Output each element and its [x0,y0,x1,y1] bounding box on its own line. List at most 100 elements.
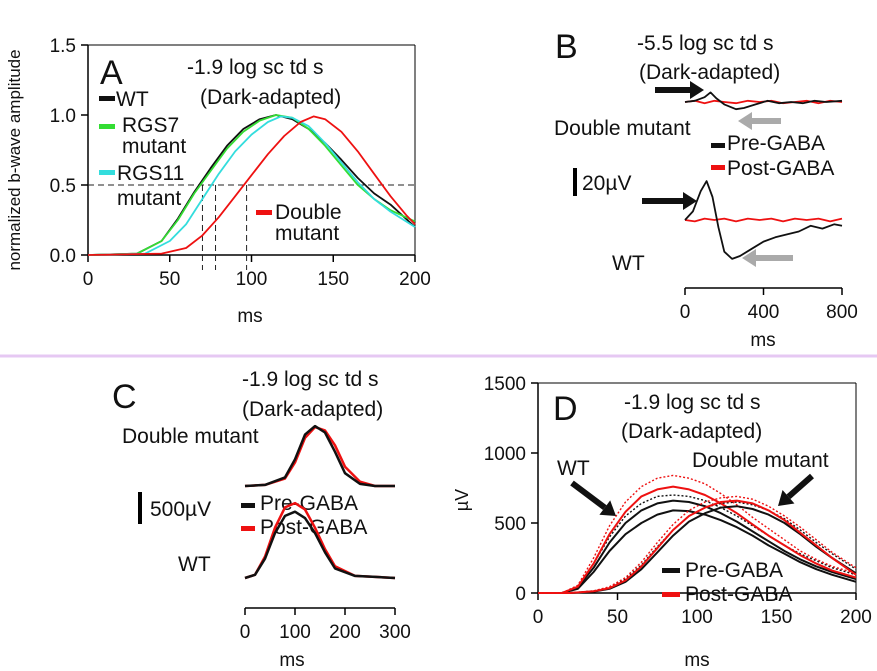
panel-b-trace [684,217,843,223]
panel-c-x-tick-label: 300 [379,622,411,643]
panel-b-trace [684,91,843,111]
panel-b-arrow-gray-upper-head [738,112,752,130]
panel-d-series-line [538,499,857,594]
panel-a-title-line1: -1.9 log sc td s [187,56,324,79]
panel-c-legend-swatch-pre [241,503,255,508]
panel-c-double-label: Double mutant [122,425,259,448]
panel-a-y-tick-label: 1.5 [50,36,76,57]
panel-b-arrows [642,81,793,267]
panel-b-arrow-black-lower-head [683,192,697,210]
panel-a: normalized b-wave amplitude 0 50 100 150 200… [5,36,431,327]
panel-b-lines [684,91,843,260]
panel-d-ylabel: µV [452,489,472,511]
panel-b-x-tick-label: 0 [680,302,691,323]
panel-a-ticks: 0 50 100 150 200 0.0 0.5 1.0 1.5 [50,36,431,290]
panel-d-lines [538,474,857,594]
legend-swatch-double [256,210,272,215]
panel-c-ticks: 0 100 200 300 [240,608,411,643]
panel-c-letter: C [112,378,137,416]
panel-c-xlabel: ms [279,650,304,671]
panel-c-legend-pre: Pre-GABA [260,492,358,515]
panel-c-title-line1: -1.9 log sc td s [242,368,379,391]
panel-d-xlabel: ms [684,650,709,671]
panel-d-series-line [538,485,857,594]
panel-c-trace [244,424,395,488]
panel-a-series-line [87,115,416,256]
panel-d-y-tick-label: 1500 [484,374,526,395]
legend-label-rgs11-line1: RGS11 [117,162,184,185]
panel-c-scale-label: 500µV [150,498,211,521]
panel-d-arrow-double-head [778,489,795,506]
panel-b-legend-swatch-pre [711,143,725,148]
panel-b-legend-post: Post-GABA [727,157,834,180]
legend-label-rgs11-line2: mutant [117,187,181,210]
panel-b-double-label: Double mutant [554,117,691,140]
panel-d-arrow-wt-head [599,500,616,516]
panel-c-trace [244,510,396,580]
panel-d-legend-swatch-pre [662,568,680,573]
panel-d-y-tick-label: 1000 [484,444,526,465]
panel-b-arrow-black-upper-head [690,81,704,99]
panel-c-x-tick-label: 100 [279,622,311,643]
panel-b-scale-label: 20µV [582,172,631,195]
panel-d-legend-swatch-post [662,592,680,597]
panel-a-y-tick-label: 0.0 [50,246,76,267]
panel-b-wt-label: WT [612,252,645,275]
legend-label-double-line1: Double [275,201,342,224]
panel-d-arrow-wt-shaft [570,480,607,511]
panel-d-x-tick-label: 150 [761,607,793,628]
panel-a-series-line [87,114,416,256]
panel-d-legend-post: Post-GABA [685,583,792,606]
panel-b-trace [684,180,843,260]
panel-d-double-label: Double mutant [692,449,829,472]
panel-b-x-tick-label: 800 [826,302,858,323]
panel-a-x-tick-label: 0 [83,269,94,290]
panel-c-lines [244,424,396,580]
panel-b-arrow-gray-lower-head [742,249,756,267]
panel-a-letter: A [100,54,123,92]
panel-c-wt-label: WT [178,553,211,576]
panel-b-xlabel: ms [750,330,775,351]
panel-c-legend-swatch-post [241,526,255,531]
panel-d-title-line2: (Dark-adapted) [621,420,762,443]
legend-label-wt: WT [116,88,149,111]
panel-a-x-tick-label: 150 [317,269,349,290]
panel-a-x-tick-label: 50 [159,269,180,290]
panel-b-letter: B [555,28,578,66]
panel-d-x-tick-label: 200 [840,607,872,628]
panel-d-y-tick-label: 0 [515,584,526,605]
legend-swatch-rgs7 [99,124,115,129]
panel-d: µV 0 50 100 150 200 0 500 1000 1500 D -1.9 log s… [452,374,872,671]
panel-a-title-line2: (Dark-adapted) [200,86,341,109]
panel-c-x-tick-label: 200 [329,622,361,643]
panel-b-title-line1: -5.5 log sc td s [637,32,774,55]
panel-a-x-tick-label: 200 [399,269,431,290]
panel-a-ylabel: normalized b-wave amplitude [5,49,24,270]
panel-d-x-tick-label: 50 [607,607,628,628]
panel-a-y-tick-label: 1.0 [50,106,76,127]
panel-d-series-line [538,474,857,594]
panel-d-y-tick-label: 500 [494,514,526,535]
legend-label-rgs7-line1: RGS7 [122,114,179,137]
panel-c-trace [244,425,395,488]
legend-swatch-rgs11 [99,170,115,175]
panel-c: C -1.9 log sc td s (Dark-adapted) Double… [112,368,411,671]
legend-swatch-wt [99,96,115,101]
panel-b-ticks: 0 400 800 [680,288,858,323]
panel-d-arrow-double-shaft [786,473,814,499]
legend-label-double-line2: mutant [275,222,339,245]
panel-d-title-line1: -1.9 log sc td s [624,391,761,414]
panel-d-series-line [538,499,857,594]
panel-b-trace [684,99,843,105]
panel-a-xlabel: ms [237,306,262,327]
panel-d-series-line [538,495,857,594]
panel-a-lines [87,114,416,256]
panel-b-title-line2: (Dark-adapted) [639,61,780,84]
panel-b-x-tick-label: 400 [748,302,780,323]
legend-label-rgs7-line2: mutant [122,135,186,158]
panel-b-legend-swatch-post [711,165,725,170]
panel-a-x-tick-label: 100 [236,269,268,290]
panel-d-arrows [570,473,814,516]
panel-d-letter: D [553,390,578,428]
